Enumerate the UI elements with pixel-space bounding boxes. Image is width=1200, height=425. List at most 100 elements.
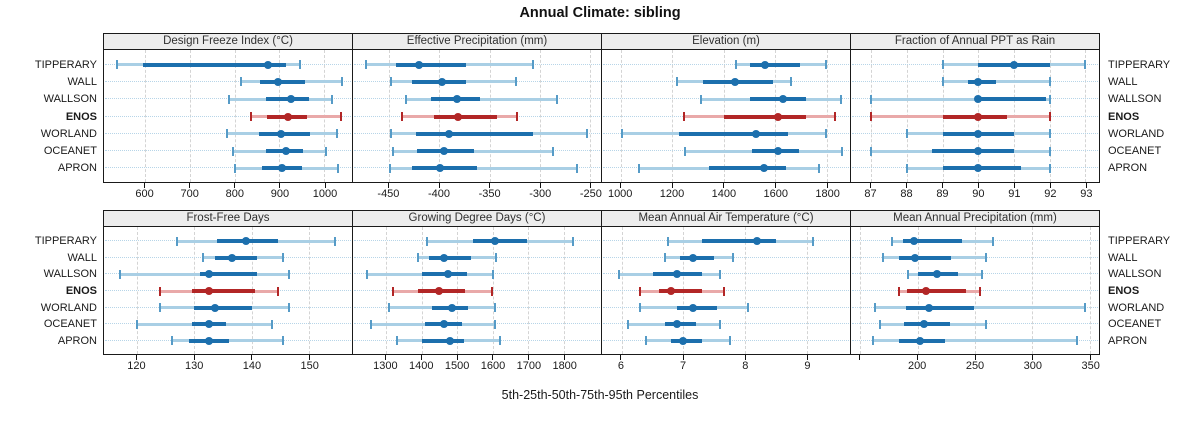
median-dot bbox=[1010, 60, 1019, 69]
whisker-cap-95 bbox=[531, 60, 534, 70]
whisker-cap-5 bbox=[683, 112, 686, 121]
x-axis-tick-label: 1400 bbox=[711, 188, 737, 200]
median-dot bbox=[445, 129, 454, 138]
median-dot bbox=[974, 77, 983, 86]
site-label-wall: WALL bbox=[67, 75, 97, 88]
whisker-cap-5 bbox=[699, 94, 702, 104]
row-reference-line bbox=[105, 115, 351, 117]
median-dot bbox=[679, 336, 688, 345]
x-axis-tick-label: -400 bbox=[428, 188, 451, 200]
median-dot bbox=[752, 129, 761, 138]
median-dot bbox=[284, 112, 293, 121]
x-axis-tick bbox=[775, 183, 777, 188]
iqr-band-25-75 bbox=[678, 131, 789, 136]
whisker-cap-95 bbox=[551, 146, 554, 156]
median-dot bbox=[974, 164, 983, 173]
x-axis-tick bbox=[492, 355, 494, 360]
whisker-cap-5 bbox=[365, 60, 368, 70]
whisker-cap-5 bbox=[396, 336, 399, 346]
x-axis-tick-label: -450 bbox=[377, 188, 400, 200]
iqr-band-25-75 bbox=[259, 131, 311, 136]
whisker-cap-5 bbox=[136, 319, 139, 329]
panel-header: Frost-Free Days bbox=[103, 210, 353, 227]
median-dot bbox=[281, 147, 290, 156]
whisker-cap-5 bbox=[734, 60, 737, 70]
panel-fraction-of-annual-ppt-as-rain: Fraction of Annual PPT as Rain 87 88 89 90 91… bbox=[850, 33, 1100, 204]
whisker-cap-95 bbox=[1048, 112, 1051, 121]
whisker-cap-95 bbox=[282, 336, 285, 346]
x-axis-tick-label: 1400 bbox=[408, 360, 434, 372]
median-dot bbox=[773, 147, 782, 156]
x-axis-tick-label: 120 bbox=[127, 360, 146, 372]
whisker-cap-95 bbox=[276, 286, 279, 296]
iqr-band-25-75 bbox=[191, 289, 255, 293]
whisker-cap-5 bbox=[225, 129, 228, 139]
whisker-cap-5 bbox=[870, 112, 873, 121]
whisker-cap-95 bbox=[731, 253, 734, 263]
site-label-apron: APRON bbox=[1108, 334, 1148, 347]
x-axis-tick bbox=[905, 183, 907, 188]
x-axis-tick bbox=[528, 355, 530, 360]
iqr-band-25-75 bbox=[194, 305, 252, 310]
whisker-cap-95 bbox=[824, 60, 827, 70]
x-axis-tick bbox=[619, 183, 621, 188]
median-dot bbox=[439, 253, 448, 262]
whisker-cap-95 bbox=[980, 269, 983, 279]
whisker-cap-5 bbox=[202, 253, 205, 263]
whisker-cap-95 bbox=[985, 253, 988, 263]
site-label-apron: APRON bbox=[57, 162, 97, 175]
median-dot bbox=[264, 60, 273, 69]
x-axis-tick-label: 8 bbox=[742, 360, 749, 372]
whisker-cap-95 bbox=[789, 77, 792, 87]
whisker-cap-95 bbox=[818, 163, 821, 173]
whisker-cap-5 bbox=[871, 336, 874, 346]
x-axis-tick bbox=[590, 183, 592, 188]
x-axis-tick bbox=[489, 183, 491, 188]
x-axis-tick bbox=[977, 183, 979, 188]
whisker-cap-95 bbox=[1076, 336, 1079, 346]
x-axis-tick-label: 600 bbox=[135, 188, 154, 200]
whisker-cap-95 bbox=[330, 94, 333, 104]
median-dot bbox=[447, 303, 456, 312]
site-label-wall: WALL bbox=[1108, 251, 1138, 264]
x-axis-tick bbox=[189, 183, 191, 188]
whisker-cap-5 bbox=[870, 146, 873, 156]
iqr-band-25-75 bbox=[906, 305, 974, 310]
iqr-band-25-75 bbox=[428, 255, 472, 260]
panel-x-axis: 600 700 800 900 1000 bbox=[103, 183, 353, 204]
median-dot bbox=[673, 270, 682, 279]
whisker-cap-95 bbox=[498, 336, 501, 346]
whisker-cap-5 bbox=[878, 319, 881, 329]
median-dot bbox=[438, 77, 447, 86]
x-axis-tick bbox=[827, 183, 829, 188]
median-dot bbox=[227, 253, 236, 262]
x-axis-tick-label: 1700 bbox=[516, 360, 542, 372]
median-dot bbox=[446, 336, 455, 345]
whisker-cap-95 bbox=[833, 112, 836, 121]
panel-header: Growing Degree Days (°C) bbox=[352, 210, 602, 227]
whisker-band-5-95 bbox=[942, 80, 1050, 84]
median-dot bbox=[436, 164, 445, 173]
panel-frost-free-days: Frost-Free Days 120 130 140 150 bbox=[103, 210, 353, 376]
iqr-band-25-75 bbox=[899, 255, 951, 260]
median-dot bbox=[210, 303, 219, 312]
site-label-column-left: TIPPERARY WALL WALLSON ENOS WORLAND OCEANET AP… bbox=[0, 210, 103, 376]
panel-x-axis: 6 7 8 9 bbox=[601, 355, 851, 376]
panel-header: Mean Annual Precipitation (mm) bbox=[850, 210, 1100, 227]
whisker-cap-95 bbox=[491, 269, 494, 279]
median-dot bbox=[439, 320, 448, 329]
panel-x-axis: -450 -400 -350 -300 -250 bbox=[352, 183, 602, 204]
whisker-cap-5 bbox=[663, 253, 666, 263]
x-axis-tick-label: -350 bbox=[478, 188, 501, 200]
whisker-cap-95 bbox=[841, 146, 844, 156]
whisker-cap-5 bbox=[907, 269, 910, 279]
iqr-band-25-75 bbox=[708, 166, 786, 171]
whisker-cap-5 bbox=[941, 77, 944, 87]
whisker-cap-5 bbox=[227, 94, 230, 104]
panel-x-axis: 120 130 140 150 bbox=[103, 355, 353, 376]
site-label-oceanet: OCEANET bbox=[43, 145, 97, 158]
whisker-cap-5 bbox=[392, 286, 395, 296]
x-axis-tick bbox=[744, 355, 746, 360]
x-axis-tick-label: 89 bbox=[936, 188, 949, 200]
iqr-band-25-75 bbox=[142, 62, 287, 67]
